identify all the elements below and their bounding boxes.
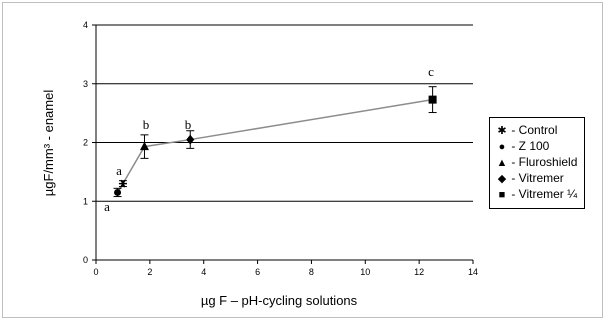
marker-circle (114, 188, 122, 196)
square-icon: ■ (498, 189, 506, 201)
y-tick-label: 4 (83, 20, 88, 30)
x-tick-label: 2 (147, 267, 152, 277)
legend-item-z100: ● - Z 100 (496, 138, 550, 154)
x-tick-label: 10 (360, 267, 370, 277)
grid-lines (96, 24, 473, 202)
x-tick-label: 0 (93, 267, 98, 277)
y-tick-label: 1 (83, 196, 88, 206)
series-points (113, 86, 437, 198)
significance-letter: b (185, 117, 192, 132)
y-tick-label: 2 (83, 138, 88, 148)
legend: ✱ - Control ● - Z 100 ▲ - Fluroshield ◆ … (489, 117, 585, 209)
legend-item-vitremer: ◆ - Vitremer (496, 170, 564, 186)
legend-label: - Vitremer (511, 171, 564, 185)
y-tick-label: 3 (83, 79, 88, 89)
diamond-icon: ◆ (497, 173, 507, 185)
x-tick-label: 6 (255, 267, 260, 277)
x-tick-label: 14 (468, 267, 478, 277)
legend-label: - Control (511, 123, 558, 137)
x-tick-label: 8 (309, 267, 314, 277)
marker-square (428, 95, 437, 104)
significance-letter: a (104, 199, 110, 214)
axes (92, 24, 474, 264)
marker-diamond (186, 134, 195, 145)
legend-label: - Fluroshield (511, 155, 578, 169)
x-tick-label: 4 (201, 267, 206, 277)
legend-item-fluroshield: ▲ - Fluroshield (496, 154, 578, 170)
x-axis-title: µg F – pH-cycling solutions (201, 293, 358, 308)
legend-item-vitremer-quarter: ■ - Vitremer ¼ (496, 186, 577, 202)
legend-label: - Z 100 (511, 139, 550, 153)
y-axis-title: µgF/mm³ - enamel (41, 90, 56, 197)
triangle-icon: ▲ (496, 157, 508, 169)
annotations: a a b b c (104, 64, 434, 214)
asterisk-stroke (120, 179, 126, 188)
asterisk-icon: ✱ (497, 125, 507, 137)
legend-item-control: ✱ - Control (496, 122, 557, 138)
circle-icon: ● (498, 141, 506, 153)
legend-label: - Vitremer ¼ (511, 187, 578, 201)
marker-asterisk (118, 179, 127, 188)
significance-letter: a (116, 163, 122, 178)
x-tick-label: 12 (414, 267, 424, 277)
series-line (116, 98, 433, 193)
significance-letter: b (143, 117, 150, 132)
significance-letter: c (428, 64, 434, 79)
marker-triangle (139, 141, 149, 151)
y-tick-label: 0 (83, 255, 88, 265)
